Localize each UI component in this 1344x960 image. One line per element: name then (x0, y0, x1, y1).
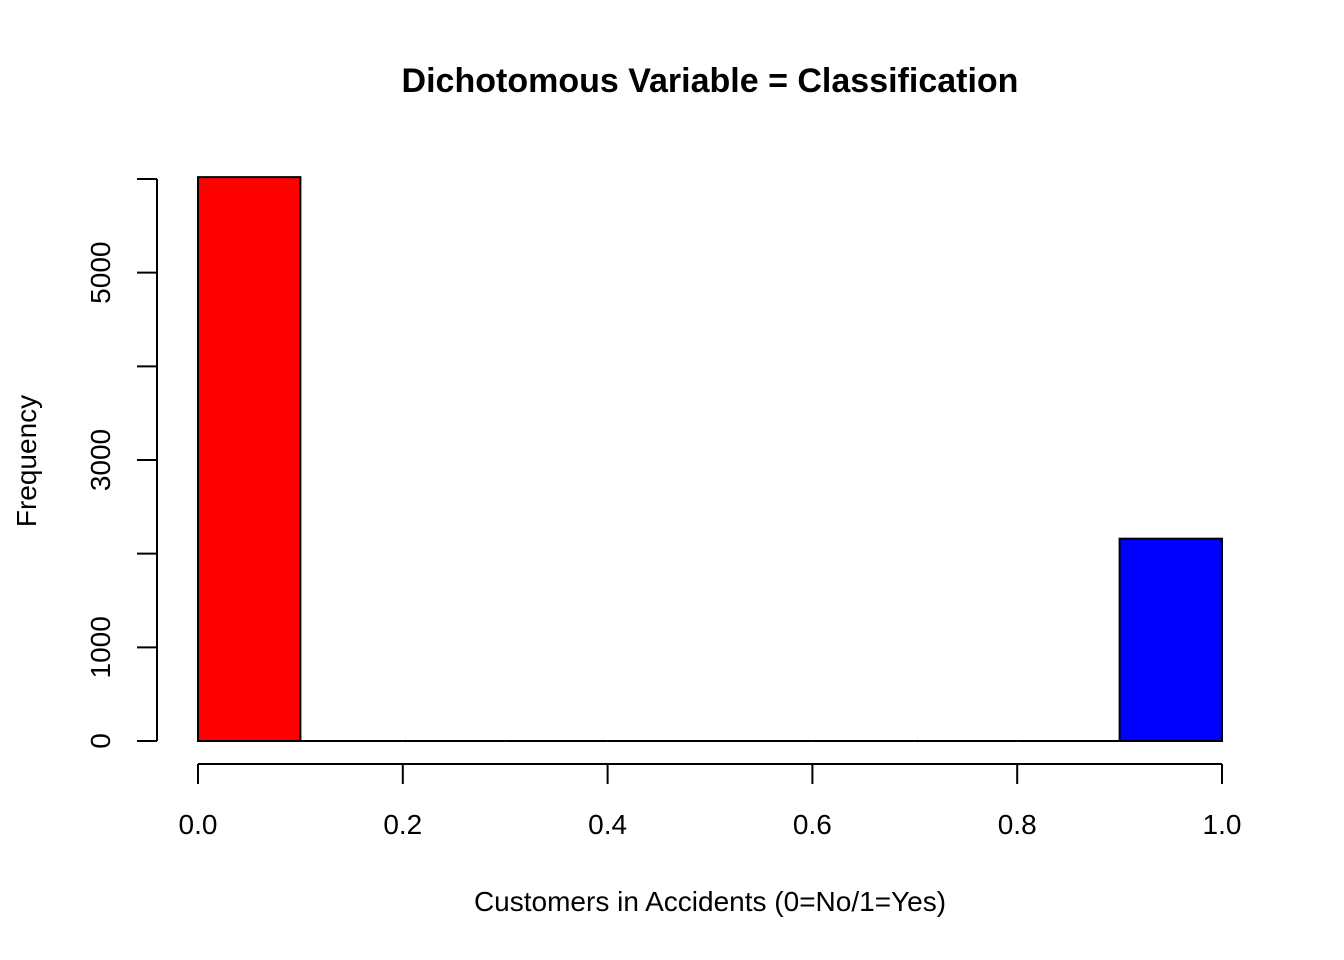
histogram-bar (1118, 537, 1223, 742)
chart-title: Dichotomous Variable = Classification (402, 62, 1019, 100)
x-tick-label: 0.6 (793, 809, 832, 840)
y-tick-label: 5000 (85, 242, 116, 304)
x-tick-label: 0.8 (998, 809, 1037, 840)
x-tick-label: 0.4 (588, 809, 627, 840)
x-tick-label: 1.0 (1203, 809, 1242, 840)
x-tick-label: 0.2 (383, 809, 422, 840)
histogram-bars (197, 176, 1223, 743)
histogram-bar (197, 176, 302, 743)
y-axis-label: Frequency (11, 395, 42, 527)
y-tick-label: 3000 (85, 429, 116, 491)
x-axis-label: Customers in Accidents (0=No/1=Yes) (474, 886, 946, 917)
x-axis: 0.0 0.2 0.4 0.6 0.8 1.0 (179, 763, 1242, 840)
x-tick-label: 0.0 (179, 809, 218, 840)
y-tick-label: 0 (85, 733, 116, 749)
y-axis: 0 1000 3000 5000 (85, 178, 158, 749)
y-tick-label: 1000 (85, 616, 116, 678)
